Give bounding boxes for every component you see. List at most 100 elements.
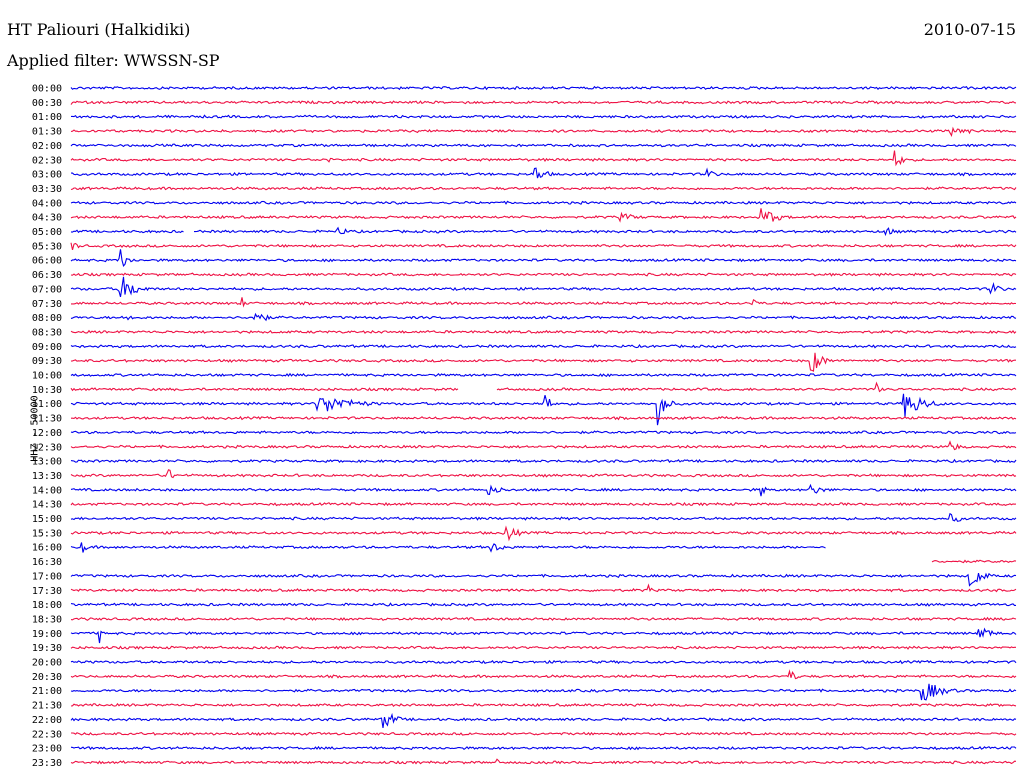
trace-row-1630: [931, 559, 1017, 564]
row-label-1600: 16:00: [32, 543, 62, 554]
row-label-2300: 23:00: [32, 744, 62, 755]
trace-row-0830: [70, 329, 1017, 334]
trace-row-0630: [70, 272, 1017, 277]
trace-row-0500: [70, 226, 1017, 237]
trace-row-2130: [70, 702, 1017, 708]
row-label-0630: 06:30: [32, 270, 62, 281]
row-label-1530: 15:30: [32, 528, 62, 539]
trace-row-1430: [70, 501, 1017, 507]
row-label-0100: 01:00: [32, 112, 62, 123]
row-label-1030: 10:30: [32, 385, 62, 396]
row-label-0600: 06:00: [32, 256, 62, 267]
trace-row-2000: [70, 659, 1017, 665]
row-label-0230: 02:30: [32, 155, 62, 166]
row-label-0300: 03:00: [32, 170, 62, 181]
row-label-0800: 08:00: [32, 313, 62, 324]
row-label-0730: 07:30: [32, 299, 62, 310]
trace-row-1700: [70, 572, 1017, 587]
trace-row-0700: [70, 276, 1017, 298]
row-label-0930: 09:30: [32, 356, 62, 367]
trace-row-0430: [70, 208, 1017, 223]
row-label-1700: 17:00: [32, 571, 62, 582]
trace-row-0800: [70, 312, 1017, 322]
row-label-0400: 04:00: [32, 198, 62, 209]
trace-row-0730: [71, 297, 1017, 308]
trace-row-2200: [70, 712, 1017, 728]
row-label-1100: 11:00: [32, 399, 62, 410]
row-label-1930: 19:30: [32, 643, 62, 654]
row-label-0530: 05:30: [32, 241, 62, 252]
row-label-0700: 07:00: [32, 284, 62, 295]
trace-row-1730: [70, 583, 1017, 593]
row-label-1400: 14:00: [32, 485, 62, 496]
row-label-0830: 08:30: [32, 327, 62, 338]
row-label-1730: 17:30: [32, 586, 62, 597]
trace-row-2030: [70, 669, 1017, 680]
trace-row-1130: [71, 415, 1017, 421]
y-axis-label: HHZ - 50000: [29, 395, 41, 462]
trace-row-1030: [70, 381, 1017, 393]
row-label-1900: 19:00: [32, 629, 62, 640]
row-label-0130: 01:30: [32, 127, 62, 138]
row-label-2030: 20:30: [32, 672, 62, 683]
row-label-1630: 16:30: [32, 557, 62, 568]
row-label-1500: 15:00: [32, 514, 62, 525]
trace-row-1800: [70, 602, 1016, 607]
row-label-2130: 21:30: [32, 701, 62, 712]
row-label-1000: 10:00: [32, 371, 62, 382]
trace-row-1930: [70, 645, 1016, 650]
trace-row-0230: [70, 150, 1017, 167]
trace-row-0530: [70, 242, 1017, 251]
row-label-1300: 13:00: [32, 457, 62, 468]
filter-label: Applied filter: WWSSN-SP: [7, 51, 220, 70]
trace-row-0000: [70, 85, 1017, 91]
row-label-1430: 14:30: [32, 500, 62, 511]
row-label-1230: 12:30: [32, 442, 62, 453]
trace-row-0130: [70, 126, 1017, 138]
row-label-1330: 13:30: [32, 471, 62, 482]
trace-row-0900: [70, 344, 1017, 349]
row-label-2200: 22:00: [32, 715, 62, 726]
row-label-0030: 00:30: [32, 98, 62, 109]
trace-row-0300: [71, 167, 1017, 179]
trace-row-1900: [70, 627, 1017, 644]
trace-row-0400: [70, 200, 1017, 205]
trace-row-2300: [70, 745, 1017, 751]
trace-row-1000: [70, 372, 1017, 378]
trace-row-0600: [70, 249, 1017, 268]
trace-row-1230: [70, 440, 1017, 451]
trace-row-0030: [70, 100, 1017, 105]
trace-row-0330: [70, 186, 1017, 191]
row-label-2330: 23:30: [32, 758, 62, 769]
trace-row-2230: [71, 731, 1017, 736]
row-label-1800: 18:00: [32, 600, 62, 611]
row-label-0900: 09:00: [32, 342, 62, 353]
row-label-1200: 12:00: [32, 428, 62, 439]
row-label-2000: 20:00: [32, 658, 62, 669]
trace-row-2330: [70, 758, 1017, 765]
trace-row-0200: [70, 143, 1017, 148]
trace-row-1300: [70, 458, 1017, 464]
station-title: HT Paliouri (Halkidiki): [7, 20, 191, 39]
row-label-0430: 04:30: [32, 213, 62, 224]
trace-row-1330: [70, 469, 1017, 479]
row-label-0000: 00:00: [32, 84, 62, 95]
row-label-0500: 05:00: [32, 227, 62, 238]
trace-row-1200: [70, 430, 1017, 435]
row-label-1130: 11:30: [32, 414, 62, 425]
row-label-2100: 21:00: [32, 686, 62, 697]
trace-row-1830: [70, 616, 1017, 622]
trace-row-1400: [70, 483, 1017, 497]
row-label-1830: 18:30: [32, 614, 62, 625]
row-label-0330: 03:30: [32, 184, 62, 195]
record-date: 2010-07-15: [923, 20, 1016, 39]
trace-row-0100: [71, 114, 1017, 119]
row-label-0200: 02:00: [32, 141, 62, 152]
row-label-2230: 22:30: [32, 729, 62, 740]
trace-row-2100: [70, 683, 1017, 701]
trace-row-1500: [70, 512, 1017, 522]
trace-row-1530: [70, 525, 1017, 542]
trace-row-0930: [70, 352, 1016, 372]
trace-row-1100: [70, 393, 1017, 426]
